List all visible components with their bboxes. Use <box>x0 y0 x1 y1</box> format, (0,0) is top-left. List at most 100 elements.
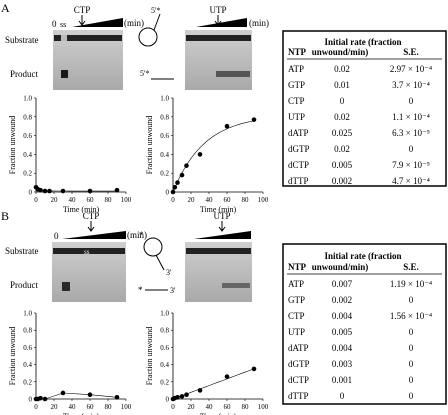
loop-icon <box>138 27 158 47</box>
header-ntp: NTP <box>288 47 307 57</box>
x-tick-label: 40 <box>206 196 214 204</box>
cell-ntp: GTP <box>288 80 305 90</box>
strand-line <box>155 254 165 271</box>
data-point <box>179 394 185 399</box>
cell-se: 0 <box>409 96 414 106</box>
panel-label: B <box>1 209 9 223</box>
cell-ntp: CTP <box>288 311 305 321</box>
gel-utp: UTP (min) <box>185 5 269 90</box>
cell-ntp: CTP <box>288 96 305 106</box>
strand-line <box>153 13 161 31</box>
x-tick-label: 60 <box>87 403 95 411</box>
gel-utp: UTP <box>185 211 252 302</box>
cell-ntp: dGTP <box>288 144 310 154</box>
cell-rate: 0 <box>340 391 345 401</box>
data-point <box>184 392 189 398</box>
fit-line <box>172 120 255 193</box>
table-row: CTP 0 0 <box>288 96 414 106</box>
table-row: GTP 0.002 0 <box>288 295 414 305</box>
x-tick-label: 20 <box>188 196 196 204</box>
data-point <box>197 152 203 157</box>
arrow-head-icon <box>87 226 95 232</box>
data-point <box>179 172 185 178</box>
product-three-prime-label: 3' <box>170 286 176 295</box>
y-tick-label: 1.0 <box>23 310 32 318</box>
row-substrate-label: Substrate <box>5 246 39 256</box>
chart-a-utp: 0 0.2 0.4 0.6 0.8 1.0 0 20 40 60 80 100 Time (min) Fr… <box>145 95 269 215</box>
cell-se: 0 <box>409 375 414 385</box>
table-body: ATP 0.007 1.19 × 10⁻⁴ GTP 0.002 0 CTP 0.004 1.56… <box>288 279 432 401</box>
x-tick-label: 100 <box>121 403 132 411</box>
y-tick-label: 0.2 <box>160 170 169 178</box>
row-product-label: Product <box>10 69 38 79</box>
time-unit-label: (min) <box>249 18 269 28</box>
y-axis-label: Fraction unwound <box>8 327 17 385</box>
gel-nucleotide-label: CTP <box>83 211 100 221</box>
y-tick-label: 0.6 <box>23 132 32 140</box>
row-substrate-label: Substrate <box>5 35 39 45</box>
cell-ntp: dTTP <box>288 391 309 401</box>
data-point <box>251 366 257 372</box>
table-row: dATP 0.025 6.3 × 10⁻⁵ <box>288 128 430 138</box>
gel-band-ss <box>61 35 67 41</box>
x-tick-label: 80 <box>242 196 250 204</box>
gel-product-band <box>222 283 250 288</box>
y-tick-label: 1.0 <box>160 310 169 318</box>
header-se: S.E. <box>403 47 419 57</box>
chart-b-ctp: 0 0.2 0.4 0.6 0.8 1.0 0 20 40 60 80 100 Time (min) Fr… <box>8 310 132 415</box>
cell-se: 1.19 × 10⁻⁴ <box>390 279 432 289</box>
x-tick-label: 60 <box>224 196 232 204</box>
chart-a-ctp: 0 0.2 0.4 0.6 0.8 1.0 0 20 40 60 80 100 Time (min) Fr… <box>8 95 132 215</box>
y-tick-label: 0.8 <box>160 327 169 335</box>
data-point <box>60 188 66 194</box>
table-body: ATP 0.02 2.97 × 10⁻⁴ GTP 0.01 3.7 × 10⁻⁴ CTP 0 0… <box>288 64 432 186</box>
product-end-label: 5'* <box>140 69 149 78</box>
cell-rate: 0.004 <box>332 311 353 321</box>
cell-se: 6.3 × 10⁻⁵ <box>392 128 430 138</box>
arrow-head-icon <box>78 20 86 26</box>
table-row: dCTP 0.001 0 <box>288 375 414 385</box>
table-row: dGTP 0.02 0 <box>288 144 414 154</box>
y-tick-label: 0.8 <box>23 113 32 121</box>
y-tick-label: 0 <box>166 396 170 404</box>
data-point <box>47 188 52 194</box>
cell-rate: 0.001 <box>332 375 352 385</box>
table-row: UTP 0.005 0 <box>288 327 414 337</box>
gel-ctp: CTP 0 ss (min) <box>52 5 144 90</box>
data-point <box>60 390 66 396</box>
y-axis-label: Fraction unwound <box>145 327 154 385</box>
gel-band-row <box>186 35 251 41</box>
table-row: UTP 0.02 1.1 × 10⁻⁴ <box>288 112 430 122</box>
data-point <box>197 388 203 393</box>
gel-nucleotide-label: UTP <box>209 5 226 15</box>
loop-icon <box>143 237 163 257</box>
gel-nucleotide-label: UTP <box>213 211 230 221</box>
table-row: ATP 0.02 2.97 × 10⁻⁴ <box>288 64 432 74</box>
gel-nucleotide-label: CTP <box>74 5 91 15</box>
table-row: dTTP 0 0 <box>288 391 414 401</box>
gel-product-band <box>216 71 250 77</box>
y-tick-label: 0.4 <box>23 361 32 369</box>
header-rate: Initial rate (fraction <box>325 37 402 47</box>
row-product-label: Product <box>10 280 38 290</box>
y-tick-label: 0.8 <box>23 327 32 335</box>
fit-line <box>36 392 118 400</box>
y-axis-label: Fraction unwound <box>8 116 17 174</box>
cell-ntp: dCTP <box>288 375 309 385</box>
x-tick-label: 100 <box>258 196 269 204</box>
cell-se: 1.1 × 10⁻⁴ <box>392 112 430 122</box>
gel-product-band <box>61 70 68 78</box>
cell-se: 0 <box>409 295 414 305</box>
gel-product-band <box>62 282 70 291</box>
table-row: dATP 0.004 0 <box>288 343 414 353</box>
lane-zero-label: 0 <box>54 231 59 241</box>
table-row: dTTP 0.002 4.7 × 10⁻⁴ <box>288 176 430 186</box>
y-tick-label: 1.0 <box>160 95 169 103</box>
cell-rate: 0.025 <box>332 128 353 138</box>
panel-label: A <box>1 1 10 15</box>
x-axis-label: Time (min) <box>200 412 237 415</box>
cell-ntp: UTP <box>288 112 305 122</box>
time-gradient-wedge <box>72 18 123 27</box>
gel-band-row <box>186 248 251 254</box>
x-tick-label: 40 <box>69 196 77 204</box>
